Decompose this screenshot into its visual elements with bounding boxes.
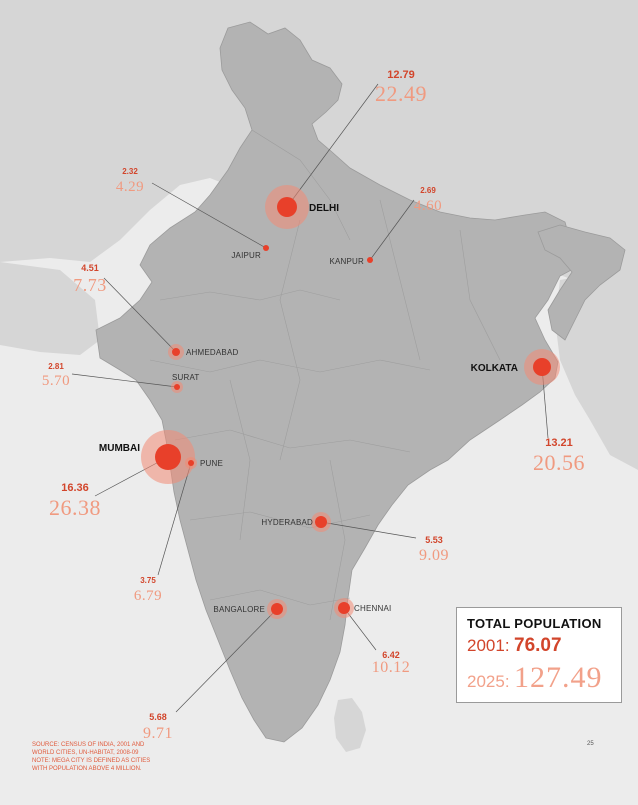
- total-value-2001: 76.07: [514, 635, 562, 656]
- total-year-2001: 2001:: [467, 636, 510, 655]
- source-note: SOURCE: CENSUS OF INDIA, 2001 AND WORLD …: [32, 741, 182, 773]
- city-name-jaipur: JAIPUR: [231, 251, 261, 260]
- city-value-2001-bangalore: 5.68: [149, 712, 167, 722]
- city-marker-mumbai: [155, 444, 181, 470]
- city-marker-kolkata: [533, 358, 551, 376]
- city-value-2001-surat: 2.81: [48, 362, 64, 371]
- total-row-2025: 2025: 127.49: [467, 661, 611, 695]
- city-marker-pune: [188, 460, 194, 466]
- city-value-2001-hyderabad: 5.53: [425, 535, 443, 545]
- leader-line-kanpur: [369, 199, 415, 261]
- city-value-2025-ahmedabad: 7.73: [73, 275, 107, 295]
- source-line: WITH POPULATION ABOVE 4 MILLION.: [32, 766, 142, 772]
- leader-line-jaipur: [151, 182, 267, 249]
- city-name-delhi: DELHI: [309, 203, 339, 214]
- source-line: SOURCE: CENSUS OF INDIA, 2001 AND: [32, 742, 145, 748]
- city-name-kolkata: KOLKATA: [471, 363, 518, 374]
- city-value-2001-kolkata: 13.21: [545, 437, 573, 449]
- city-value-2025-surat: 5.70: [42, 373, 70, 389]
- city-marker-bangalore: [271, 603, 283, 615]
- city-marker-chennai: [338, 602, 350, 614]
- leader-line-bangalore: [175, 608, 278, 713]
- city-marker-surat: [174, 384, 180, 390]
- sri-lanka: [334, 698, 366, 752]
- city-value-2025-mumbai: 26.38: [49, 495, 101, 520]
- city-name-ahmedabad: AHMEDABAD: [186, 348, 238, 357]
- city-name-chennai: CHENNAI: [354, 604, 391, 613]
- leader-line-pune: [157, 462, 192, 576]
- city-value-2025-chennai: 10.12: [372, 659, 411, 676]
- city-marker-jaipur: [263, 245, 269, 251]
- city-value-2025-bangalore: 9.71: [143, 725, 173, 742]
- city-value-2025-delhi: 22.49: [375, 81, 427, 106]
- city-marker-hyderabad: [315, 516, 327, 528]
- source-line: NOTE: MEGA CITY IS DEFINED AS CITIES: [32, 758, 151, 764]
- leader-line-delhi: [286, 83, 379, 208]
- total-population-box: TOTAL POPULATION 2001: 76.07 2025: 127.4…: [456, 607, 622, 703]
- leader-line-surat: [71, 373, 178, 388]
- city-name-bangalore: BANGALORE: [213, 605, 265, 614]
- city-name-kanpur: KANPUR: [329, 257, 364, 266]
- city-value-2001-mumbai: 16.36: [61, 482, 89, 494]
- city-value-2001-jaipur: 2.32: [122, 167, 138, 176]
- city-name-hyderabad: HYDERABAD: [261, 518, 313, 527]
- total-value-2025: 127.49: [514, 661, 603, 694]
- city-value-2025-jaipur: 4.29: [116, 179, 144, 195]
- city-value-2025-kolkata: 20.56: [533, 450, 585, 475]
- city-marker-kanpur: [367, 257, 373, 263]
- city-name-surat: SURAT: [172, 373, 200, 382]
- city-marker-delhi: [277, 197, 297, 217]
- city-value-2025-hyderabad: 9.09: [419, 547, 449, 564]
- page-number: 25: [587, 741, 594, 747]
- india-northeast: [537, 224, 626, 341]
- city-value-2025-pune: 6.79: [134, 588, 162, 604]
- city-value-2001-delhi: 12.79: [387, 69, 415, 81]
- india-landmass: [95, 21, 581, 743]
- total-row-2001: 2001: 76.07: [467, 635, 611, 657]
- city-value-2001-kanpur: 2.69: [420, 186, 436, 195]
- city-markers: [141, 185, 560, 619]
- city-value-2001-pune: 3.75: [140, 576, 156, 585]
- city-name-pune: PUNE: [200, 459, 223, 468]
- leader-line-ahmedabad: [103, 277, 177, 353]
- leader-line-hyderabad: [320, 521, 417, 539]
- neighbor-land-west: [0, 262, 100, 355]
- city-name-mumbai: MUMBAI: [99, 443, 140, 454]
- total-population-title: TOTAL POPULATION: [467, 616, 602, 631]
- city-marker-ahmedabad: [172, 348, 180, 356]
- total-year-2025: 2025:: [467, 672, 510, 691]
- source-line: WORLD CITIES, UN-HABITAT, 2008-09: [32, 750, 139, 756]
- city-value-2001-ahmedabad: 4.51: [81, 263, 99, 273]
- city-value-2025-kanpur: 4.60: [414, 198, 442, 214]
- state-borders: [149, 129, 501, 621]
- city-value-2001-chennai: 6.42: [382, 650, 400, 660]
